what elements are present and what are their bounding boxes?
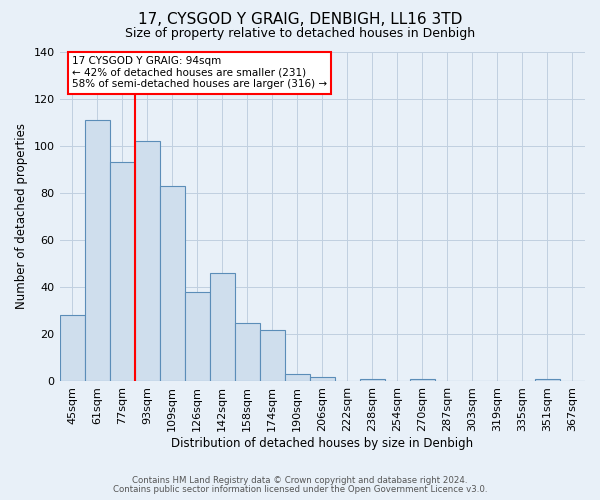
Text: Contains public sector information licensed under the Open Government Licence v3: Contains public sector information licen… bbox=[113, 485, 487, 494]
Bar bbox=[59, 316, 85, 382]
Bar bbox=[260, 330, 285, 382]
Bar bbox=[235, 322, 260, 382]
Bar bbox=[110, 162, 134, 382]
Bar bbox=[160, 186, 185, 382]
Text: Contains HM Land Registry data © Crown copyright and database right 2024.: Contains HM Land Registry data © Crown c… bbox=[132, 476, 468, 485]
Bar bbox=[185, 292, 209, 382]
Text: 17 CYSGOD Y GRAIG: 94sqm
← 42% of detached houses are smaller (231)
58% of semi-: 17 CYSGOD Y GRAIG: 94sqm ← 42% of detach… bbox=[72, 56, 327, 90]
Bar bbox=[360, 379, 385, 382]
Text: Size of property relative to detached houses in Denbigh: Size of property relative to detached ho… bbox=[125, 28, 475, 40]
Bar bbox=[535, 379, 560, 382]
Bar bbox=[85, 120, 110, 382]
Bar bbox=[285, 374, 310, 382]
X-axis label: Distribution of detached houses by size in Denbigh: Distribution of detached houses by size … bbox=[171, 437, 473, 450]
Bar bbox=[410, 379, 435, 382]
Text: 17, CYSGOD Y GRAIG, DENBIGH, LL16 3TD: 17, CYSGOD Y GRAIG, DENBIGH, LL16 3TD bbox=[138, 12, 462, 28]
Bar bbox=[134, 141, 160, 382]
Bar bbox=[209, 273, 235, 382]
Bar bbox=[310, 376, 335, 382]
Y-axis label: Number of detached properties: Number of detached properties bbox=[15, 124, 28, 310]
